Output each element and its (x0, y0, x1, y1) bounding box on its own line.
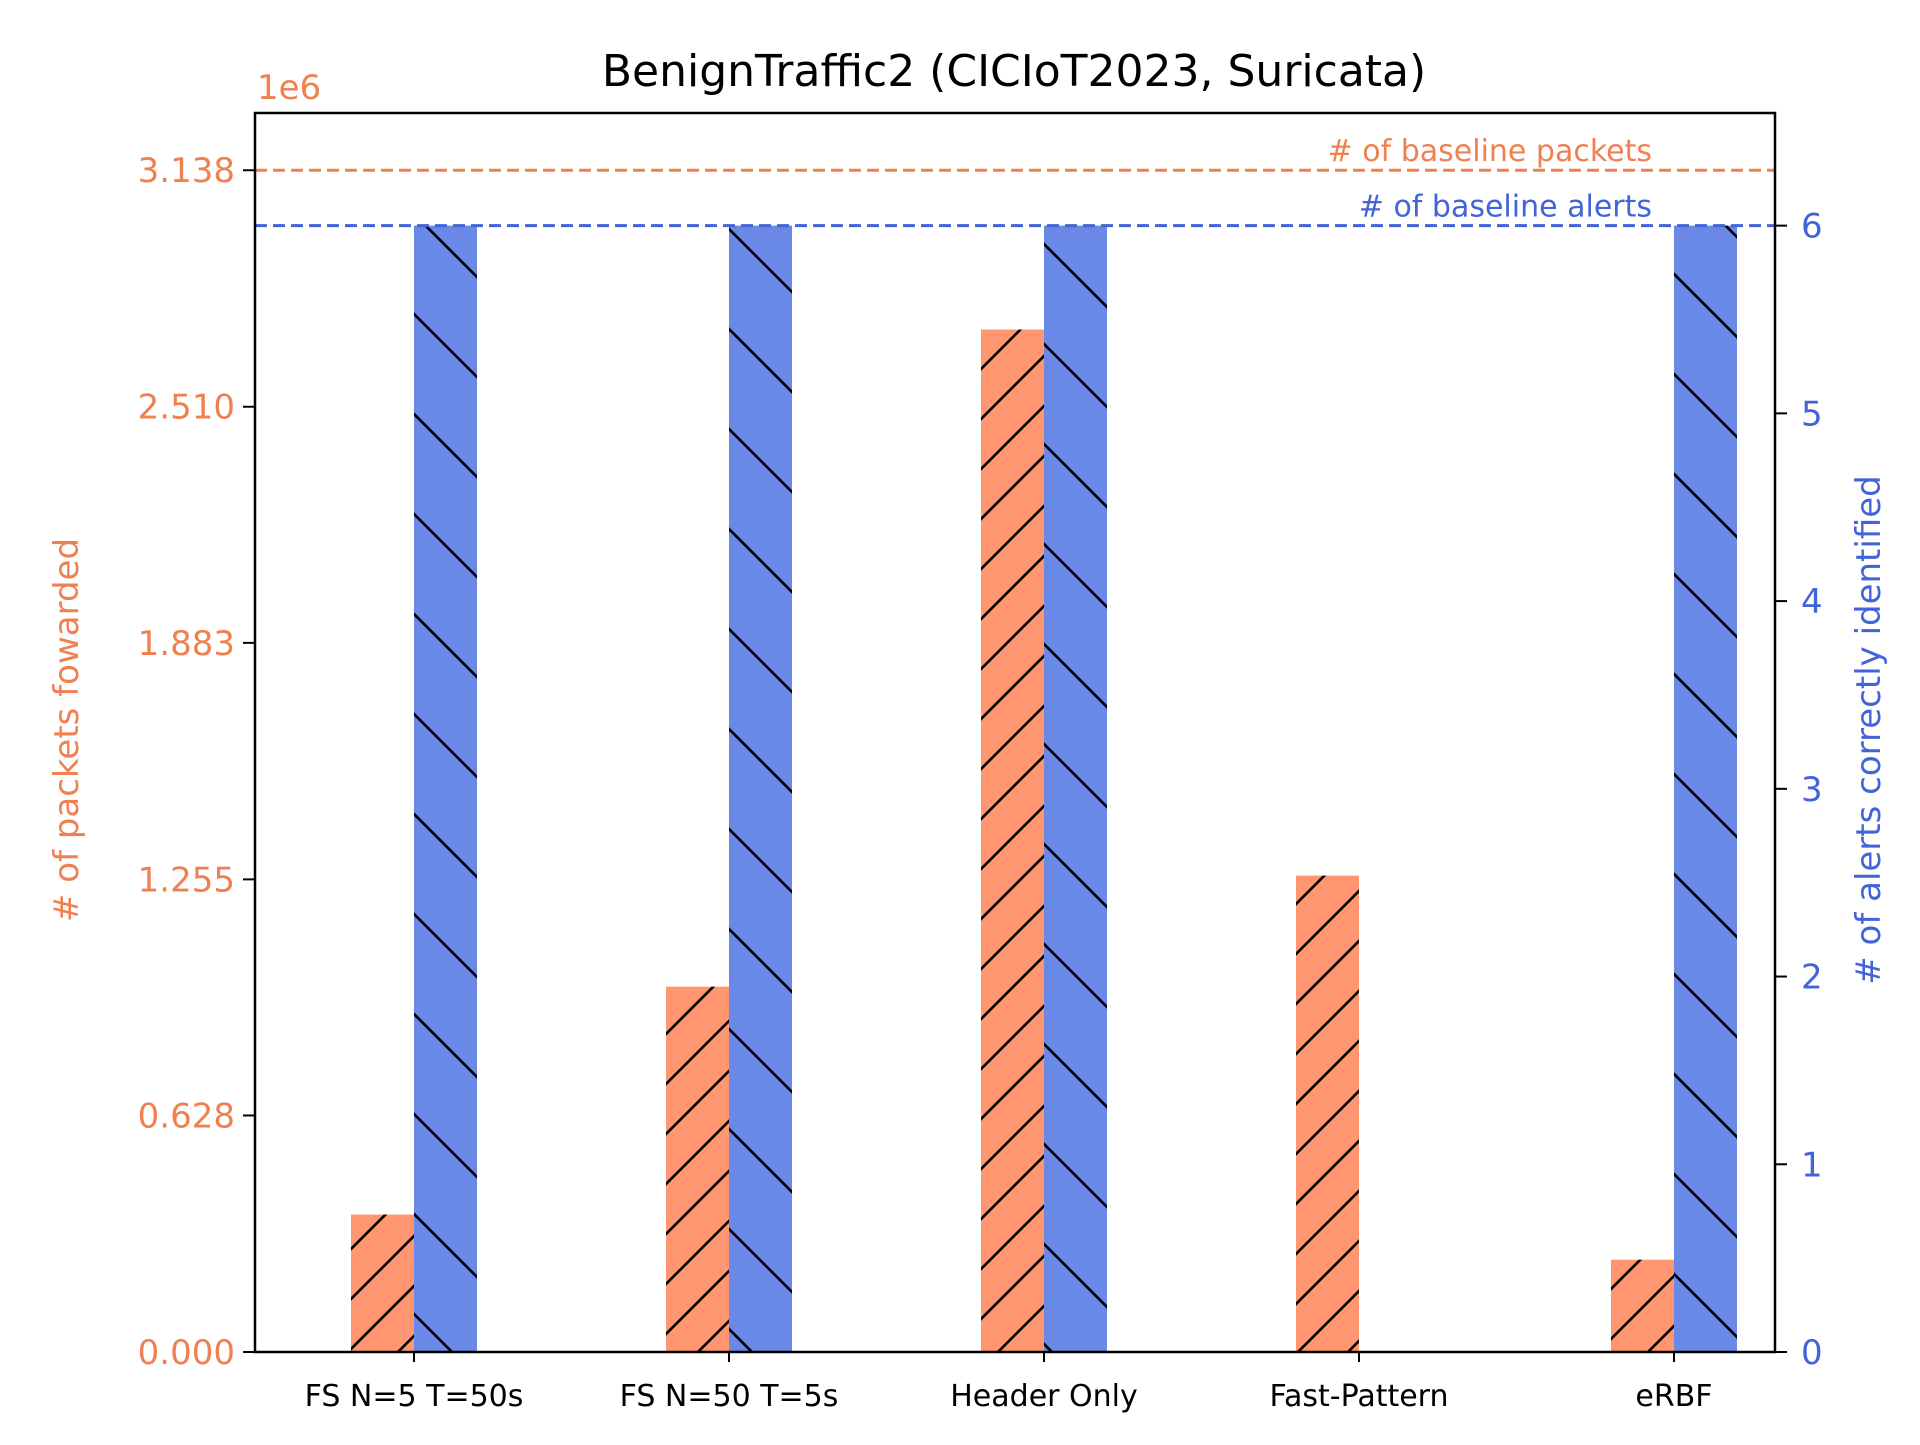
x-tick-label: FS N=50 T=5s (620, 1379, 839, 1414)
left-tick-label: 0.000 (138, 1333, 235, 1373)
right-tick-label: 4 (1801, 582, 1823, 622)
x-tick-label: eRBF (1635, 1379, 1712, 1414)
baseline-label-left: # of baseline packets (1328, 134, 1652, 169)
left-axis-title: # of packets fowarded (47, 538, 87, 922)
axes-layer: FS N=5 T=50s FS N=50 T=5s Header Only Fast-… (138, 111, 1823, 1414)
right-tick-label: 6 (1801, 207, 1823, 247)
x-tick-label: Fast-Pattern (1269, 1379, 1448, 1414)
right-tick-label: 2 (1801, 958, 1823, 998)
bar-hatch-left-5 (1611, 1259, 1674, 1352)
right-tick-label: 3 (1801, 770, 1823, 810)
bar-hatch-left-3 (981, 329, 1044, 1352)
bar-hatch-right-1 (414, 225, 477, 1353)
bar-hatch-right-3 (1044, 225, 1107, 1353)
left-tick-label: 3.138 (138, 151, 235, 191)
bar-hatch-left-2 (666, 986, 729, 1352)
baseline-label-right: # of baseline alerts (1359, 190, 1652, 225)
right-axis-title: # of alerts correctly identified (1849, 475, 1889, 985)
left-tick-label: 2.510 (138, 388, 235, 428)
left-axis-offset-label: 1e6 (257, 68, 321, 108)
plot-frame (253, 111, 1777, 1354)
x-tick-label: Header Only (950, 1379, 1138, 1414)
reference-lines-layer: # of baseline packets # of baseline alert… (255, 134, 1775, 228)
bar-hatch-left-1 (351, 1214, 414, 1352)
chart-title: BenignTraffic2 (CICIoT2023, Suricata) (602, 46, 1426, 97)
bar-hatch-right-5 (1674, 225, 1737, 1353)
bar-hatch-left-4 (1296, 875, 1359, 1352)
right-tick-label: 0 (1801, 1333, 1823, 1373)
left-tick-label: 1.255 (138, 860, 235, 900)
x-tick-label: FS N=5 T=50s (305, 1379, 524, 1414)
bar-hatch-right-2 (729, 225, 792, 1353)
left-tick-label: 0.628 (138, 1096, 235, 1136)
bars-layer (351, 225, 1737, 1353)
left-tick-label: 1.883 (138, 624, 235, 664)
right-tick-label: 5 (1801, 394, 1823, 434)
right-tick-label: 1 (1801, 1145, 1823, 1185)
